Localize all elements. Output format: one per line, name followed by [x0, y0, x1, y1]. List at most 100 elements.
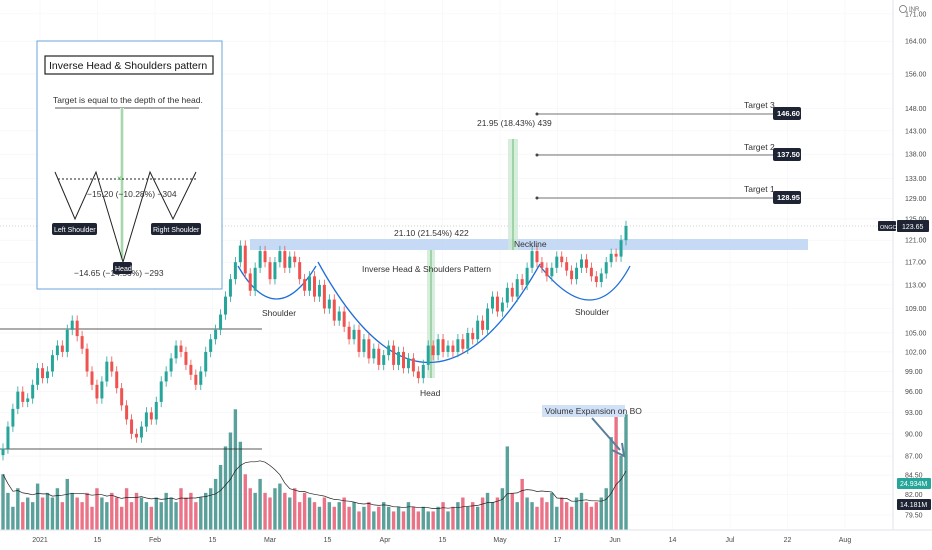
inset-title: Inverse Head & Shoulders pattern	[49, 60, 207, 72]
candle-body	[169, 358, 173, 372]
candle-body	[520, 279, 524, 285]
candle-body	[362, 339, 366, 352]
candle-body	[619, 240, 623, 257]
candle-body	[278, 251, 282, 263]
volume-bar	[510, 492, 514, 530]
candle-body	[382, 355, 386, 365]
candle-body	[243, 245, 247, 274]
volume-bar	[367, 502, 371, 530]
time-tick-label: 15	[439, 537, 447, 544]
volume-bar	[283, 492, 287, 530]
volume-bar	[6, 492, 10, 530]
svg-text:×: ×	[117, 174, 122, 183]
volume-bar	[584, 502, 589, 530]
candle-body	[530, 251, 534, 268]
target-1-label: Target 1	[744, 184, 775, 194]
price-tick-label: 93.00	[905, 410, 923, 417]
volume-bar	[159, 502, 163, 530]
candle-body	[31, 384, 35, 399]
volume-bar	[327, 502, 332, 530]
volume-bar	[110, 492, 114, 530]
volume-bar	[30, 502, 35, 530]
candle-body	[1, 448, 5, 456]
head-depth-label: 21.10 (21.54%) 422	[394, 228, 469, 238]
volume-bar	[213, 478, 218, 530]
candle-body	[46, 371, 49, 379]
volume-bar	[204, 492, 208, 530]
volume-bar	[530, 502, 534, 530]
volume-bar	[382, 502, 386, 530]
volume-bar	[386, 506, 391, 530]
volume-bar	[461, 497, 465, 530]
target-3: Target 3 146.60	[535, 100, 801, 120]
right-shoulder-label: Shoulder	[575, 307, 609, 317]
candle-body	[575, 267, 579, 280]
volume-bar	[416, 511, 421, 530]
candle-body	[411, 358, 415, 372]
left-shoulder-curve	[237, 265, 317, 300]
volume-bar	[16, 488, 20, 530]
volume-bar	[268, 497, 272, 530]
price-axis[interactable]: 171.00 164.00 156.00 148.00 143.00 138.00 133.…	[905, 11, 927, 519]
volume-bar	[347, 506, 351, 530]
price-tick-label: 117.00	[905, 260, 926, 267]
candle-body	[372, 348, 376, 359]
volume-bar	[446, 511, 450, 530]
candle-body	[535, 251, 539, 263]
volume-bar	[129, 502, 134, 530]
candle-body	[11, 408, 15, 427]
candle-body	[446, 345, 450, 352]
candle-body	[491, 296, 494, 309]
candle-body	[110, 361, 114, 372]
candle-body	[609, 253, 613, 263]
price-tick-label: 113.00	[905, 282, 926, 289]
candle-body	[228, 279, 232, 297]
candle-body	[342, 311, 346, 327]
volume-bar	[372, 511, 376, 530]
candle-body	[26, 398, 30, 402]
volume-bar	[475, 506, 480, 530]
candle-body	[139, 426, 143, 438]
volume-bar	[377, 506, 381, 530]
volume-bar	[332, 506, 336, 530]
candle-body	[85, 348, 89, 372]
candle-body	[624, 226, 628, 241]
volume-bar	[406, 502, 411, 530]
candle-body	[159, 381, 163, 402]
right-shoulder-curve	[539, 265, 631, 301]
volume-bar	[411, 506, 416, 530]
price-tick-label: 87.00	[905, 454, 923, 461]
volume-bar	[362, 506, 366, 530]
time-tick-label: 22	[784, 537, 792, 544]
volume-bars	[1, 409, 628, 530]
candle-body	[189, 364, 193, 375]
candle-body	[402, 351, 405, 369]
volume-bar	[189, 492, 193, 530]
candle-body	[486, 308, 490, 330]
volume-bar	[100, 497, 104, 530]
candle-body	[550, 267, 554, 277]
symbol-badge	[878, 221, 896, 231]
candle-body	[451, 345, 455, 352]
pattern-label: Inverse Head & Shoulders Pattern	[362, 264, 491, 274]
candle-body	[50, 355, 54, 372]
candle-body	[144, 412, 148, 427]
volume-bar	[564, 502, 569, 530]
volume-bar	[45, 492, 50, 530]
volume-bar	[278, 483, 282, 530]
volume-bar	[273, 488, 277, 530]
volume-bar	[426, 511, 430, 530]
volume-bar	[1, 474, 5, 530]
volume-callout-arrow	[591, 417, 626, 458]
price-tick-label: 156.00	[905, 71, 927, 78]
candle-body	[441, 339, 445, 352]
volume-bar	[40, 497, 45, 530]
candle-body	[515, 279, 519, 297]
candlesticks	[1, 220, 628, 461]
volume-bar	[495, 497, 500, 530]
volume-ma-line	[2, 460, 627, 509]
time-tick-label: 15	[94, 537, 102, 544]
price-tick-label: 90.00	[905, 431, 923, 438]
volume-bar	[119, 506, 124, 530]
time-axis[interactable]: 2021 15 Feb 15 Mar 15 Apr 15 May 17 Jun 14 Jul 22 Aug	[32, 537, 851, 544]
